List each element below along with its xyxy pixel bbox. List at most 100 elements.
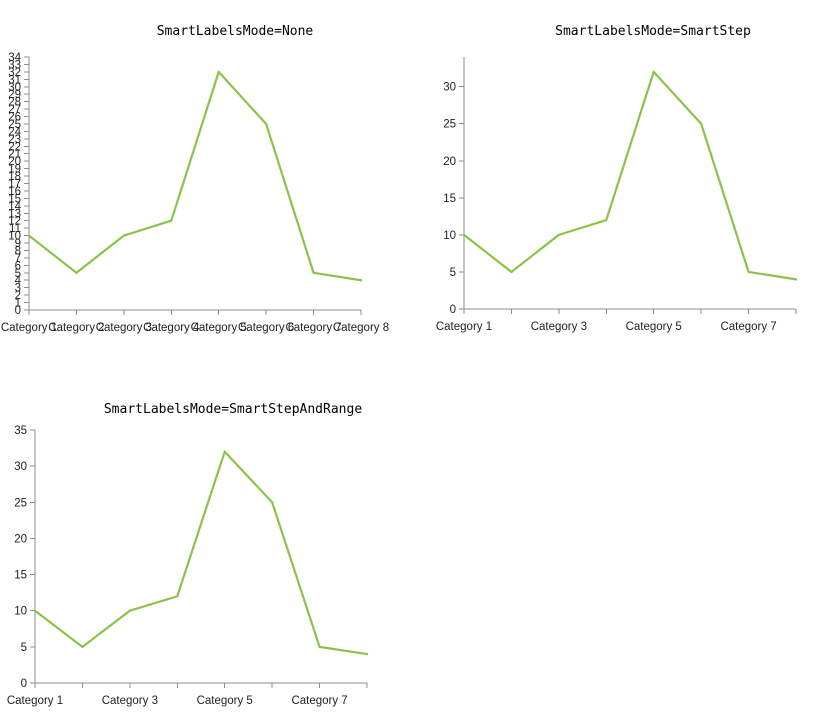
y-tick-label: 19: [8, 164, 21, 176]
data-point: [365, 652, 369, 656]
series-line: [33, 450, 369, 656]
x-tick-label: Category 2: [48, 322, 104, 334]
y-tick-label: 0: [15, 305, 21, 317]
y-tick-label: 25: [14, 497, 27, 509]
chart-title: SmartLabelsMode=SmartStepAndRange: [104, 402, 362, 417]
y-tick-label: 33: [8, 59, 21, 71]
data-point: [265, 122, 268, 126]
x-tick-label: Category 1: [1, 322, 57, 334]
data-point: [312, 271, 315, 274]
x-tick-label: Category 8: [333, 322, 389, 334]
y-tick-label: 10: [443, 230, 456, 242]
x-tick-label: Category 3: [531, 321, 587, 333]
data-point: [27, 234, 31, 237]
data-point: [510, 270, 513, 274]
data-point: [223, 450, 226, 453]
x-tick-label: Category 7: [285, 322, 341, 334]
y-tick-label: 12: [8, 216, 21, 228]
y-tick-label: 20: [14, 533, 27, 545]
y-tick-label: 25: [443, 119, 456, 131]
x-tick-label: Category 5: [191, 322, 247, 334]
data-point: [557, 233, 560, 236]
y-tick-label: 26: [8, 112, 21, 124]
y-tick-label: 6: [15, 260, 21, 272]
data-point: [747, 270, 750, 274]
chart-smartlabels-none: SmartLabelsMode=None01234567891011121314…: [1, 24, 389, 334]
y-tick-label: 15: [14, 570, 27, 582]
y-tick-label: 8: [15, 245, 21, 257]
y-tick-label: 17: [8, 179, 21, 191]
y-tick-label: 22: [8, 141, 21, 153]
y-tick-label: 1: [15, 298, 21, 310]
series-line: [27, 70, 363, 282]
y-tick-label: 31: [8, 74, 21, 86]
data-point: [318, 645, 321, 648]
data-point: [271, 501, 274, 504]
y-tick-label: 4: [15, 275, 22, 287]
y-tick-label: 5: [21, 642, 27, 654]
y-tick-label: 21: [8, 149, 21, 161]
y-tick-label: 30: [443, 82, 456, 94]
y-tick-label: 25: [8, 119, 21, 131]
x-tick-label: Category 4: [143, 322, 200, 334]
y-tick-label: 20: [443, 156, 456, 168]
chart-title: SmartLabelsMode=SmartStep: [555, 24, 751, 39]
y-tick-label: 15: [8, 193, 21, 205]
y-tick-label: 0: [450, 304, 456, 316]
y-tick-label: 15: [443, 193, 456, 205]
data-point: [122, 234, 125, 237]
data-point: [794, 278, 798, 281]
data-point: [605, 218, 608, 222]
data-point: [700, 122, 703, 125]
chart-smartlabels-smartstep: SmartLabelsMode=SmartStep 0 5 10 15 20 25 30 Cat…: [436, 24, 798, 333]
y-tick-label: 20: [8, 156, 21, 168]
y-tick-label: 32: [8, 67, 21, 79]
x-tick-label: Category 3: [96, 322, 152, 334]
data-point: [170, 219, 173, 222]
y-tick-label: 24: [8, 126, 21, 138]
data-point: [176, 595, 179, 598]
x-tick-label: Category 5: [197, 695, 253, 707]
y-tick-label: 34: [8, 52, 21, 64]
x-tick-label: Category 3: [102, 695, 158, 707]
series-line: [462, 70, 798, 281]
data-point: [128, 609, 131, 612]
x-tick-label: Category 1: [436, 321, 492, 333]
chart-smartlabels-smartstep-and-range: SmartLabelsMode=SmartStepAndRange 0 5 10 15 2…: [7, 402, 369, 707]
x-tick-label: Category 7: [720, 321, 776, 333]
y-tick-label: 16: [8, 186, 21, 198]
y-tick-label: 9: [15, 238, 21, 250]
data-point: [81, 645, 84, 648]
y-tick-label: 35: [14, 425, 27, 437]
y-tick-label: 14: [8, 201, 21, 213]
data-point: [217, 70, 220, 73]
y-tick-label: 28: [8, 97, 21, 109]
y-tick-label: 18: [8, 171, 21, 183]
x-tick-label: Category 7: [291, 695, 347, 707]
x-tick-label: Category 1: [7, 695, 63, 707]
x-tick-label: Category 5: [626, 321, 682, 333]
y-tick-label: 5: [15, 268, 21, 280]
y-tick-label: 30: [14, 461, 27, 473]
y-tick-label: 23: [8, 134, 21, 146]
y-tick-label: 10: [14, 606, 27, 618]
data-point: [462, 233, 466, 236]
y-tick-label: 13: [8, 208, 21, 220]
y-tick-label: 2: [15, 290, 21, 302]
y-tick-label: 27: [8, 104, 21, 116]
y-tick-label: 7: [15, 253, 21, 265]
y-tick-label: 5: [450, 267, 456, 279]
x-tick-label: Category 6: [238, 322, 294, 334]
data-point: [652, 70, 655, 73]
chart-title: SmartLabelsMode=None: [157, 24, 314, 39]
y-tick-label: 11: [9, 223, 21, 235]
data-point: [359, 279, 363, 282]
data-point: [33, 609, 37, 612]
y-tick-label: 3: [15, 283, 21, 295]
data-point: [75, 271, 78, 274]
y-tick-label: 0: [21, 678, 27, 690]
y-tick-label: 29: [8, 89, 21, 101]
y-tick-label: 30: [8, 82, 21, 94]
y-tick-label: 10: [8, 231, 21, 243]
